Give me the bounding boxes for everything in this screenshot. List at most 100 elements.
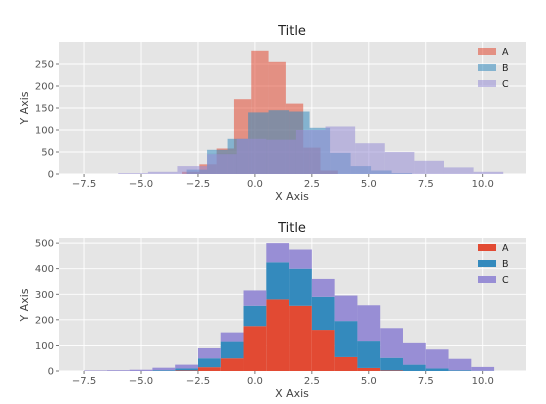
stacked-bar-c	[334, 295, 358, 322]
legend-swatch-a	[478, 48, 496, 55]
y-tick-label: 0	[48, 170, 54, 181]
bar-c	[207, 154, 237, 174]
chart-title-overlay: Title	[277, 24, 306, 39]
x-tick-label: 0.0	[247, 376, 263, 387]
y-tick-label: 250	[35, 60, 54, 71]
bar-c	[118, 173, 148, 174]
stacked-bar-c	[175, 364, 198, 369]
stacked-bar-a	[334, 356, 358, 371]
bars-stacked	[84, 243, 495, 371]
stacked-bar-a	[289, 305, 312, 371]
stacked-bar-c	[106, 370, 130, 371]
stacked-bar-c	[289, 249, 312, 269]
y-ticks-stacked: 0 100 200 300 400 500	[35, 239, 59, 378]
stacked-bar-b	[243, 305, 267, 327]
stacked-bar-c	[380, 328, 403, 358]
x-tick-label: −7.5	[72, 376, 96, 387]
stacked-bar-c	[311, 278, 335, 297]
bar-c	[325, 126, 356, 174]
stacked-bar-b	[311, 296, 335, 331]
stacked-bar-a	[380, 370, 403, 371]
stacked-bar-a	[266, 299, 290, 371]
legend-swatch-c	[478, 80, 496, 87]
bars-overlay	[118, 50, 504, 174]
stacked-bar-c	[129, 369, 153, 371]
bar-c	[443, 167, 474, 174]
legend-swatch-c	[478, 276, 496, 283]
y-tick-label: 400	[35, 264, 54, 275]
legend-stacked: ABC	[478, 243, 509, 286]
x-axis-label-overlay: X Axis	[275, 190, 309, 203]
stacked-bar-c	[243, 290, 267, 306]
stacked-bar-b	[266, 262, 290, 300]
y-tick-label: 50	[41, 148, 54, 159]
stacked-bar-b	[425, 368, 449, 371]
x-tick-label: 2.5	[304, 376, 320, 387]
x-tick-label: 5.0	[361, 376, 377, 387]
y-ticks-overlay: 0 50 100 150 200 250	[35, 60, 59, 181]
y-tick-label: 200	[35, 82, 54, 93]
x-tick-label: 10.0	[472, 376, 494, 387]
x-tick-label: −2.5	[186, 376, 210, 387]
bar-c	[295, 130, 326, 174]
stacked-bar-b	[197, 358, 221, 368]
chart-title-stacked: Title	[277, 221, 306, 236]
stacked-bar-a	[175, 370, 198, 371]
stacked-bar-c	[471, 366, 495, 371]
legend-swatch-b	[478, 260, 496, 267]
stacked-bar-b	[152, 370, 176, 371]
x-tick-label: 7.5	[418, 179, 434, 190]
stacked-bar-c	[357, 305, 381, 342]
stacked-bar-b	[220, 341, 244, 359]
bar-c	[236, 138, 267, 174]
stacked-bar-a	[357, 367, 381, 371]
stacked-histogram-chart: −7.5 −5.0 −2.5 0.0 2.5 5.0 7.5 10.0 0 100 200 300 4…	[18, 221, 526, 400]
y-tick-label: 200	[35, 315, 54, 326]
stacked-bar-c	[220, 332, 244, 342]
x-tick-label: 0.0	[247, 179, 263, 190]
legend-label-a: A	[502, 243, 509, 254]
x-tick-label: −7.5	[72, 179, 96, 190]
stacked-bar-c	[197, 347, 221, 359]
stacked-bar-c	[84, 370, 107, 371]
legend-label-b: B	[502, 63, 509, 74]
y-tick-label: 100	[35, 341, 54, 352]
y-tick-label: 100	[35, 126, 54, 137]
y-axis-label-overlay: Y Axis	[18, 91, 31, 125]
x-axis-label-stacked: X Axis	[275, 387, 309, 400]
bar-c	[177, 166, 208, 174]
legend-label-c: C	[502, 79, 509, 90]
y-tick-label: 0	[48, 367, 54, 378]
legend-label-c: C	[502, 275, 509, 286]
stacked-bar-c	[402, 342, 426, 365]
stacked-bar-a	[311, 330, 335, 371]
legend-label-a: A	[502, 47, 509, 58]
bar-c	[473, 171, 504, 174]
bar-c	[147, 171, 178, 174]
bar-c	[414, 160, 444, 174]
overlay-histogram-chart: −7.5 −5.0 −2.5 0.0 2.5 5.0 7.5 10.0 0 50 100 150 20…	[18, 24, 526, 203]
legend-label-b: B	[502, 259, 509, 270]
x-ticks-stacked: −7.5 −5.0 −2.5 0.0 2.5 5.0 7.5 10.0	[72, 371, 494, 387]
stacked-bar-b	[448, 370, 472, 371]
x-tick-label: 10.0	[472, 179, 494, 190]
y-axis-label-stacked: Y Axis	[18, 288, 31, 322]
y-tick-label: 150	[35, 104, 54, 115]
bar-c	[384, 152, 415, 174]
x-tick-label: −2.5	[186, 179, 210, 190]
x-tick-label: 2.5	[304, 179, 320, 190]
bar-c	[355, 143, 385, 174]
y-tick-label: 500	[35, 239, 54, 250]
stacked-bar-b	[334, 321, 358, 357]
x-tick-label: 7.5	[418, 376, 434, 387]
stacked-bar-b	[289, 268, 312, 306]
stacked-bar-a	[243, 326, 267, 371]
x-tick-label: 5.0	[361, 179, 377, 190]
x-ticks-overlay: −7.5 −5.0 −2.5 0.0 2.5 5.0 7.5 10.0	[72, 174, 494, 190]
x-tick-label: −5.0	[129, 179, 153, 190]
stacked-bar-b	[402, 364, 426, 371]
stacked-bar-b	[175, 368, 198, 371]
legend-swatch-b	[478, 64, 496, 71]
stacked-bar-a	[197, 367, 221, 371]
